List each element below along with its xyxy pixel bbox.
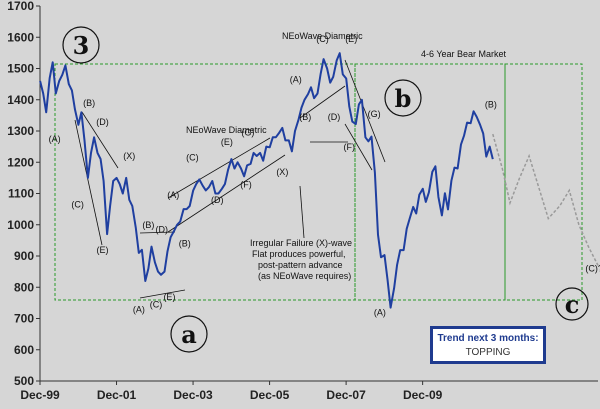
wave-label: (E) [96, 245, 108, 255]
x-tick-label: Dec-01 [97, 388, 137, 402]
wave-label: (B) [83, 98, 95, 108]
wave-label: (X) [123, 151, 135, 161]
x-tick-label: Dec-07 [326, 388, 366, 402]
trend-box-value: TOPPING [465, 347, 511, 358]
y-tick-label: 1700 [7, 0, 34, 13]
wave-label: (C) [150, 300, 163, 310]
wave-label: (D) [156, 225, 169, 235]
wave-label: (B) [179, 239, 191, 249]
failure-note-line-2: Flat produces powerful, [252, 249, 346, 259]
trend-lines [74, 59, 386, 299]
wave-label: (E) [345, 34, 357, 44]
annotation-failure-note: Irregular Failure (X)-wave Flat produces… [250, 185, 352, 281]
y-tick-label: 500 [14, 374, 34, 388]
big-label-3: 3 [62, 26, 100, 64]
wave-label: (G) [241, 128, 254, 138]
svg-text:a: a [181, 320, 197, 349]
svg-text:b: b [395, 84, 412, 113]
y-tick-label: 900 [14, 249, 34, 263]
x-tick-label: Dec-03 [173, 388, 213, 402]
x-ticks: Dec-99 Dec-01 Dec-03 Dec-05 Dec-07 Dec-09 [20, 381, 443, 402]
trend-box: Trend next 3 months: TOPPING [430, 326, 546, 364]
big-label-a: a [170, 315, 208, 353]
pattern-box-right [504, 63, 583, 301]
annotation-bear-market: 4-6 Year Bear Market [421, 49, 507, 59]
y-tick-label: 1100 [8, 187, 34, 201]
wave-label: (B) [142, 220, 154, 230]
big-label-b: b [384, 79, 422, 117]
y-ticks: 500 600 700 800 900 1000 1100 1200 1300 1400 1500 1… [7, 0, 40, 388]
wave-label: (C) [71, 200, 84, 210]
x-tick-label: Dec-09 [403, 388, 443, 402]
x-tick-label: Dec-05 [250, 388, 290, 402]
big-label-c: c [555, 287, 589, 321]
annotation-diametric-2: NEoWave Diametric [282, 31, 363, 41]
failure-note-arrow [299, 185, 305, 239]
wave-label: (E) [163, 292, 175, 302]
failure-note-line-4: (as NEoWave requires) [258, 271, 351, 281]
y-tick-label: 600 [14, 343, 34, 357]
wave-label: (F) [240, 179, 252, 189]
wave-label: (A) [49, 134, 61, 144]
y-tick-label: 1000 [7, 218, 34, 232]
wave-label: (A) [167, 190, 179, 200]
wave-label: (A) [290, 75, 302, 85]
wave-labels: (A)(B)(C)(D)(E)(X)(A)(B)(C)(D)(E)(A)(B)(… [49, 34, 600, 317]
wave-label: (G) [368, 109, 381, 119]
wave-label: (E) [221, 137, 233, 147]
wave-label: (C) [316, 34, 329, 44]
y-tick-label: 1500 [7, 62, 34, 76]
projection-line [492, 133, 599, 266]
wave-label: (A) [133, 304, 145, 314]
wave-label: (C) [186, 153, 199, 163]
wave-label: (D) [328, 112, 341, 122]
y-tick-label: 1300 [7, 124, 34, 138]
svg-text:c: c [565, 290, 580, 319]
y-tick-label: 700 [14, 312, 34, 326]
price-series-line [39, 52, 494, 309]
y-tick-label: 1200 [7, 155, 34, 169]
y-tick-label: 1400 [7, 93, 34, 107]
wave-label: (D) [211, 195, 224, 205]
wave-label: (F) [344, 142, 356, 152]
svg-text:3: 3 [73, 31, 90, 60]
wave-label: (X) [276, 167, 288, 177]
annotation-diametric-1: NEoWave Diametric [186, 125, 267, 135]
wave-label: (B) [299, 112, 311, 122]
pattern-box-left [54, 63, 356, 301]
failure-note-line-1: Irregular Failure (X)-wave [250, 238, 352, 248]
wave-label: (A) [374, 307, 386, 317]
wave-label: (B) [485, 100, 497, 110]
trend-box-title: Trend next 3 months: [437, 333, 539, 344]
x-tick-label: Dec-99 [20, 388, 60, 402]
wave-label: (D) [96, 117, 109, 127]
wave-label: (C)? [585, 264, 600, 274]
y-tick-label: 1600 [7, 30, 34, 44]
y-tick-label: 800 [14, 280, 34, 294]
failure-note-line-3: post-pattern advance [258, 260, 343, 270]
